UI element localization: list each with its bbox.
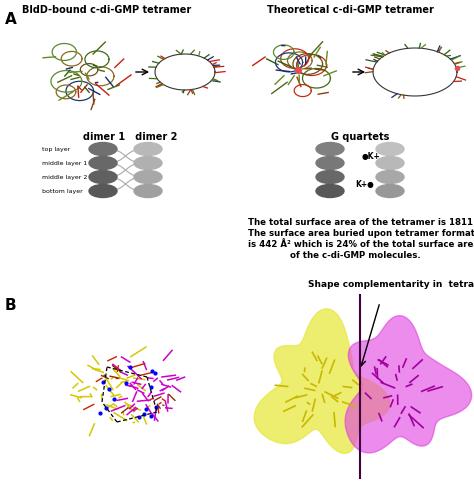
Polygon shape: [345, 316, 472, 453]
Text: of the c-di-GMP molecules.: of the c-di-GMP molecules.: [290, 251, 420, 260]
Text: is 442 Å² which is 24% of the total surface area: is 442 Å² which is 24% of the total surf…: [248, 240, 474, 249]
Text: BldD-bound c-di-GMP tetramer: BldD-bound c-di-GMP tetramer: [22, 5, 191, 15]
Text: bottom layer: bottom layer: [42, 189, 83, 195]
Text: The surface area buried upon tetramer formation: The surface area buried upon tetramer fo…: [248, 229, 474, 238]
Text: A: A: [5, 12, 17, 27]
Ellipse shape: [89, 142, 117, 155]
Ellipse shape: [134, 171, 162, 183]
Ellipse shape: [316, 171, 344, 183]
Text: G quartets: G quartets: [331, 132, 389, 142]
Ellipse shape: [316, 156, 344, 170]
Ellipse shape: [376, 171, 404, 183]
Text: B: B: [5, 298, 17, 313]
Text: dimer 1   dimer 2: dimer 1 dimer 2: [83, 132, 177, 142]
Text: Shape complementarity in  tetramer formation.: Shape complementarity in tetramer format…: [308, 280, 474, 289]
Ellipse shape: [376, 184, 404, 198]
Text: The total surface area of the tetramer is 1811 Å²: The total surface area of the tetramer i…: [248, 218, 474, 227]
Text: middle layer 1: middle layer 1: [42, 162, 87, 167]
Bar: [18, 298, 236, 485]
Ellipse shape: [134, 184, 162, 198]
Text: middle layer 2: middle layer 2: [42, 176, 87, 180]
Text: K+●: K+●: [355, 180, 374, 189]
Bar: [245, 128, 470, 210]
Polygon shape: [254, 309, 390, 454]
Text: ●K+: ●K+: [362, 152, 381, 162]
Bar: [15, 128, 245, 210]
Ellipse shape: [316, 184, 344, 198]
Ellipse shape: [376, 142, 404, 155]
Ellipse shape: [134, 156, 162, 170]
Text: Theoretical c-di-GMP tetramer: Theoretical c-di-GMP tetramer: [266, 5, 433, 15]
Ellipse shape: [316, 142, 344, 155]
Text: top layer: top layer: [42, 147, 70, 152]
Ellipse shape: [89, 171, 117, 183]
Ellipse shape: [89, 184, 117, 198]
Ellipse shape: [89, 156, 117, 170]
Ellipse shape: [376, 156, 404, 170]
Ellipse shape: [134, 142, 162, 155]
